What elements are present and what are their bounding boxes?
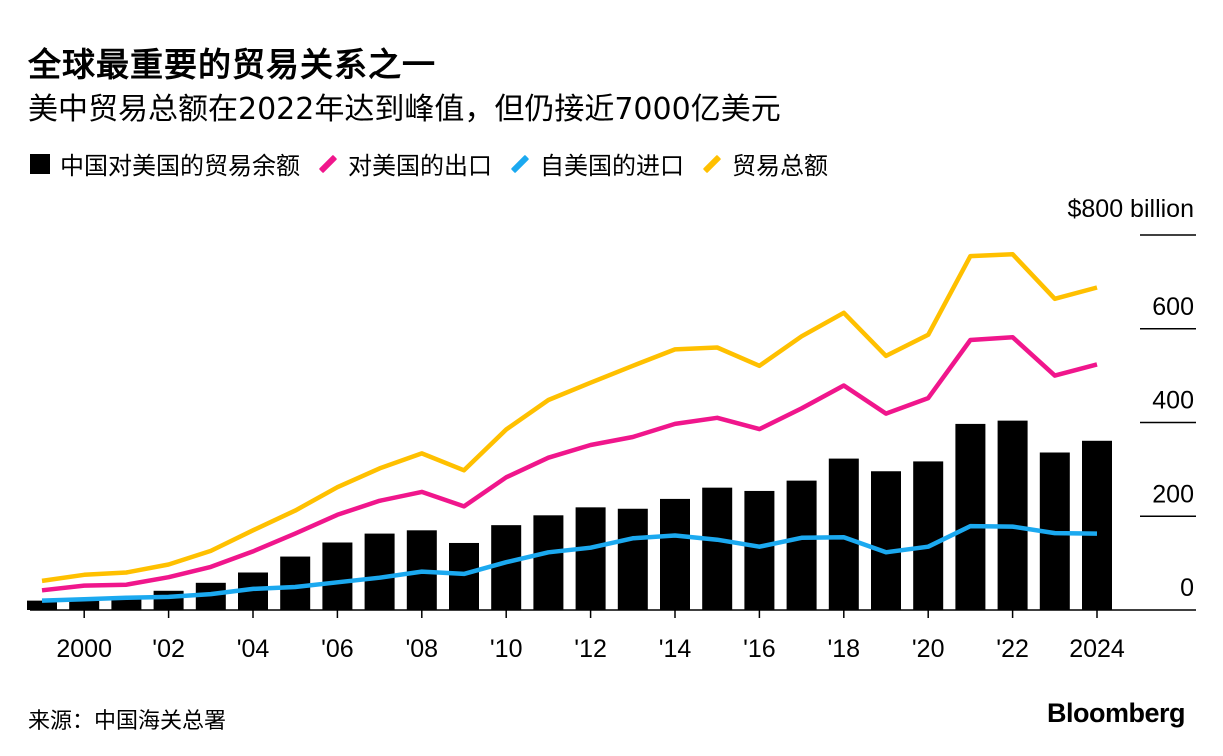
x-tick-label: '02 [152, 635, 185, 663]
y-tick-label: $800 billion [1068, 195, 1195, 223]
legend-item-imports: 自美国的进口 [510, 146, 684, 181]
bar [153, 590, 184, 610]
legend-swatch-balance [30, 153, 50, 174]
bar [617, 508, 648, 610]
y-tick-label: 400 [1152, 387, 1194, 415]
legend-label-exports: 对美国的出口 [348, 152, 492, 180]
bar [491, 525, 522, 610]
legend-label-balance: 中国对美国的贸易余额 [60, 152, 300, 180]
x-tick-label: '06 [321, 635, 354, 663]
bar [702, 487, 733, 610]
y-tick-label: 600 [1152, 293, 1194, 321]
series-line [41, 334, 1098, 593]
legend-label-imports: 自美国的进口 [540, 152, 684, 180]
bar [1082, 440, 1112, 610]
legend-item-exports: 对美国的出口 [318, 146, 492, 181]
source-note: 来源：中国海关总署 [28, 709, 227, 734]
series-line [41, 523, 1098, 603]
bar [364, 533, 395, 610]
x-tick-label: '12 [574, 635, 607, 663]
x-tick-label: '04 [237, 635, 270, 663]
x-tick-label: '22 [996, 635, 1029, 663]
chart-subtitle: 美中贸易总额在2022年达到峰值，但仍接近7000亿美元 [28, 92, 781, 127]
legend-label-total: 贸易总额 [732, 152, 828, 180]
x-tick-label: '10 [490, 635, 523, 663]
bar [322, 542, 353, 610]
x-tick-label: 2024 [1069, 635, 1125, 663]
y-tick-label: 200 [1152, 480, 1194, 508]
legend-item-balance: 中国对美国的贸易余额 [30, 146, 300, 181]
bar [280, 556, 311, 610]
bar [660, 498, 690, 610]
bar [871, 471, 901, 610]
bar [828, 458, 859, 610]
x-tick-label: '18 [828, 635, 861, 663]
bar [913, 461, 944, 610]
bar [575, 507, 606, 610]
series-line [41, 251, 1098, 584]
legend-item-total: 贸易总额 [702, 146, 828, 181]
bar [786, 480, 817, 610]
x-tick-label: '20 [912, 635, 945, 663]
x-tick-label: '16 [743, 635, 776, 663]
x-tick-label: '14 [659, 635, 692, 663]
bar [27, 600, 57, 610]
bar [533, 515, 564, 610]
x-tick-label: 2000 [56, 635, 112, 663]
bar [997, 420, 1028, 610]
y-tick-label: 0 [1180, 574, 1194, 602]
bar [955, 423, 986, 610]
legend: 中国对美国的贸易余额 对美国的出口 自美国的进口 贸易总额 [30, 146, 846, 181]
x-tick-label: '08 [406, 635, 439, 663]
bar [744, 490, 775, 610]
chart-title: 全球最重要的贸易关系之一 [28, 45, 436, 84]
bloomberg-logo: Bloomberg [1046, 698, 1186, 728]
bar [449, 542, 479, 610]
